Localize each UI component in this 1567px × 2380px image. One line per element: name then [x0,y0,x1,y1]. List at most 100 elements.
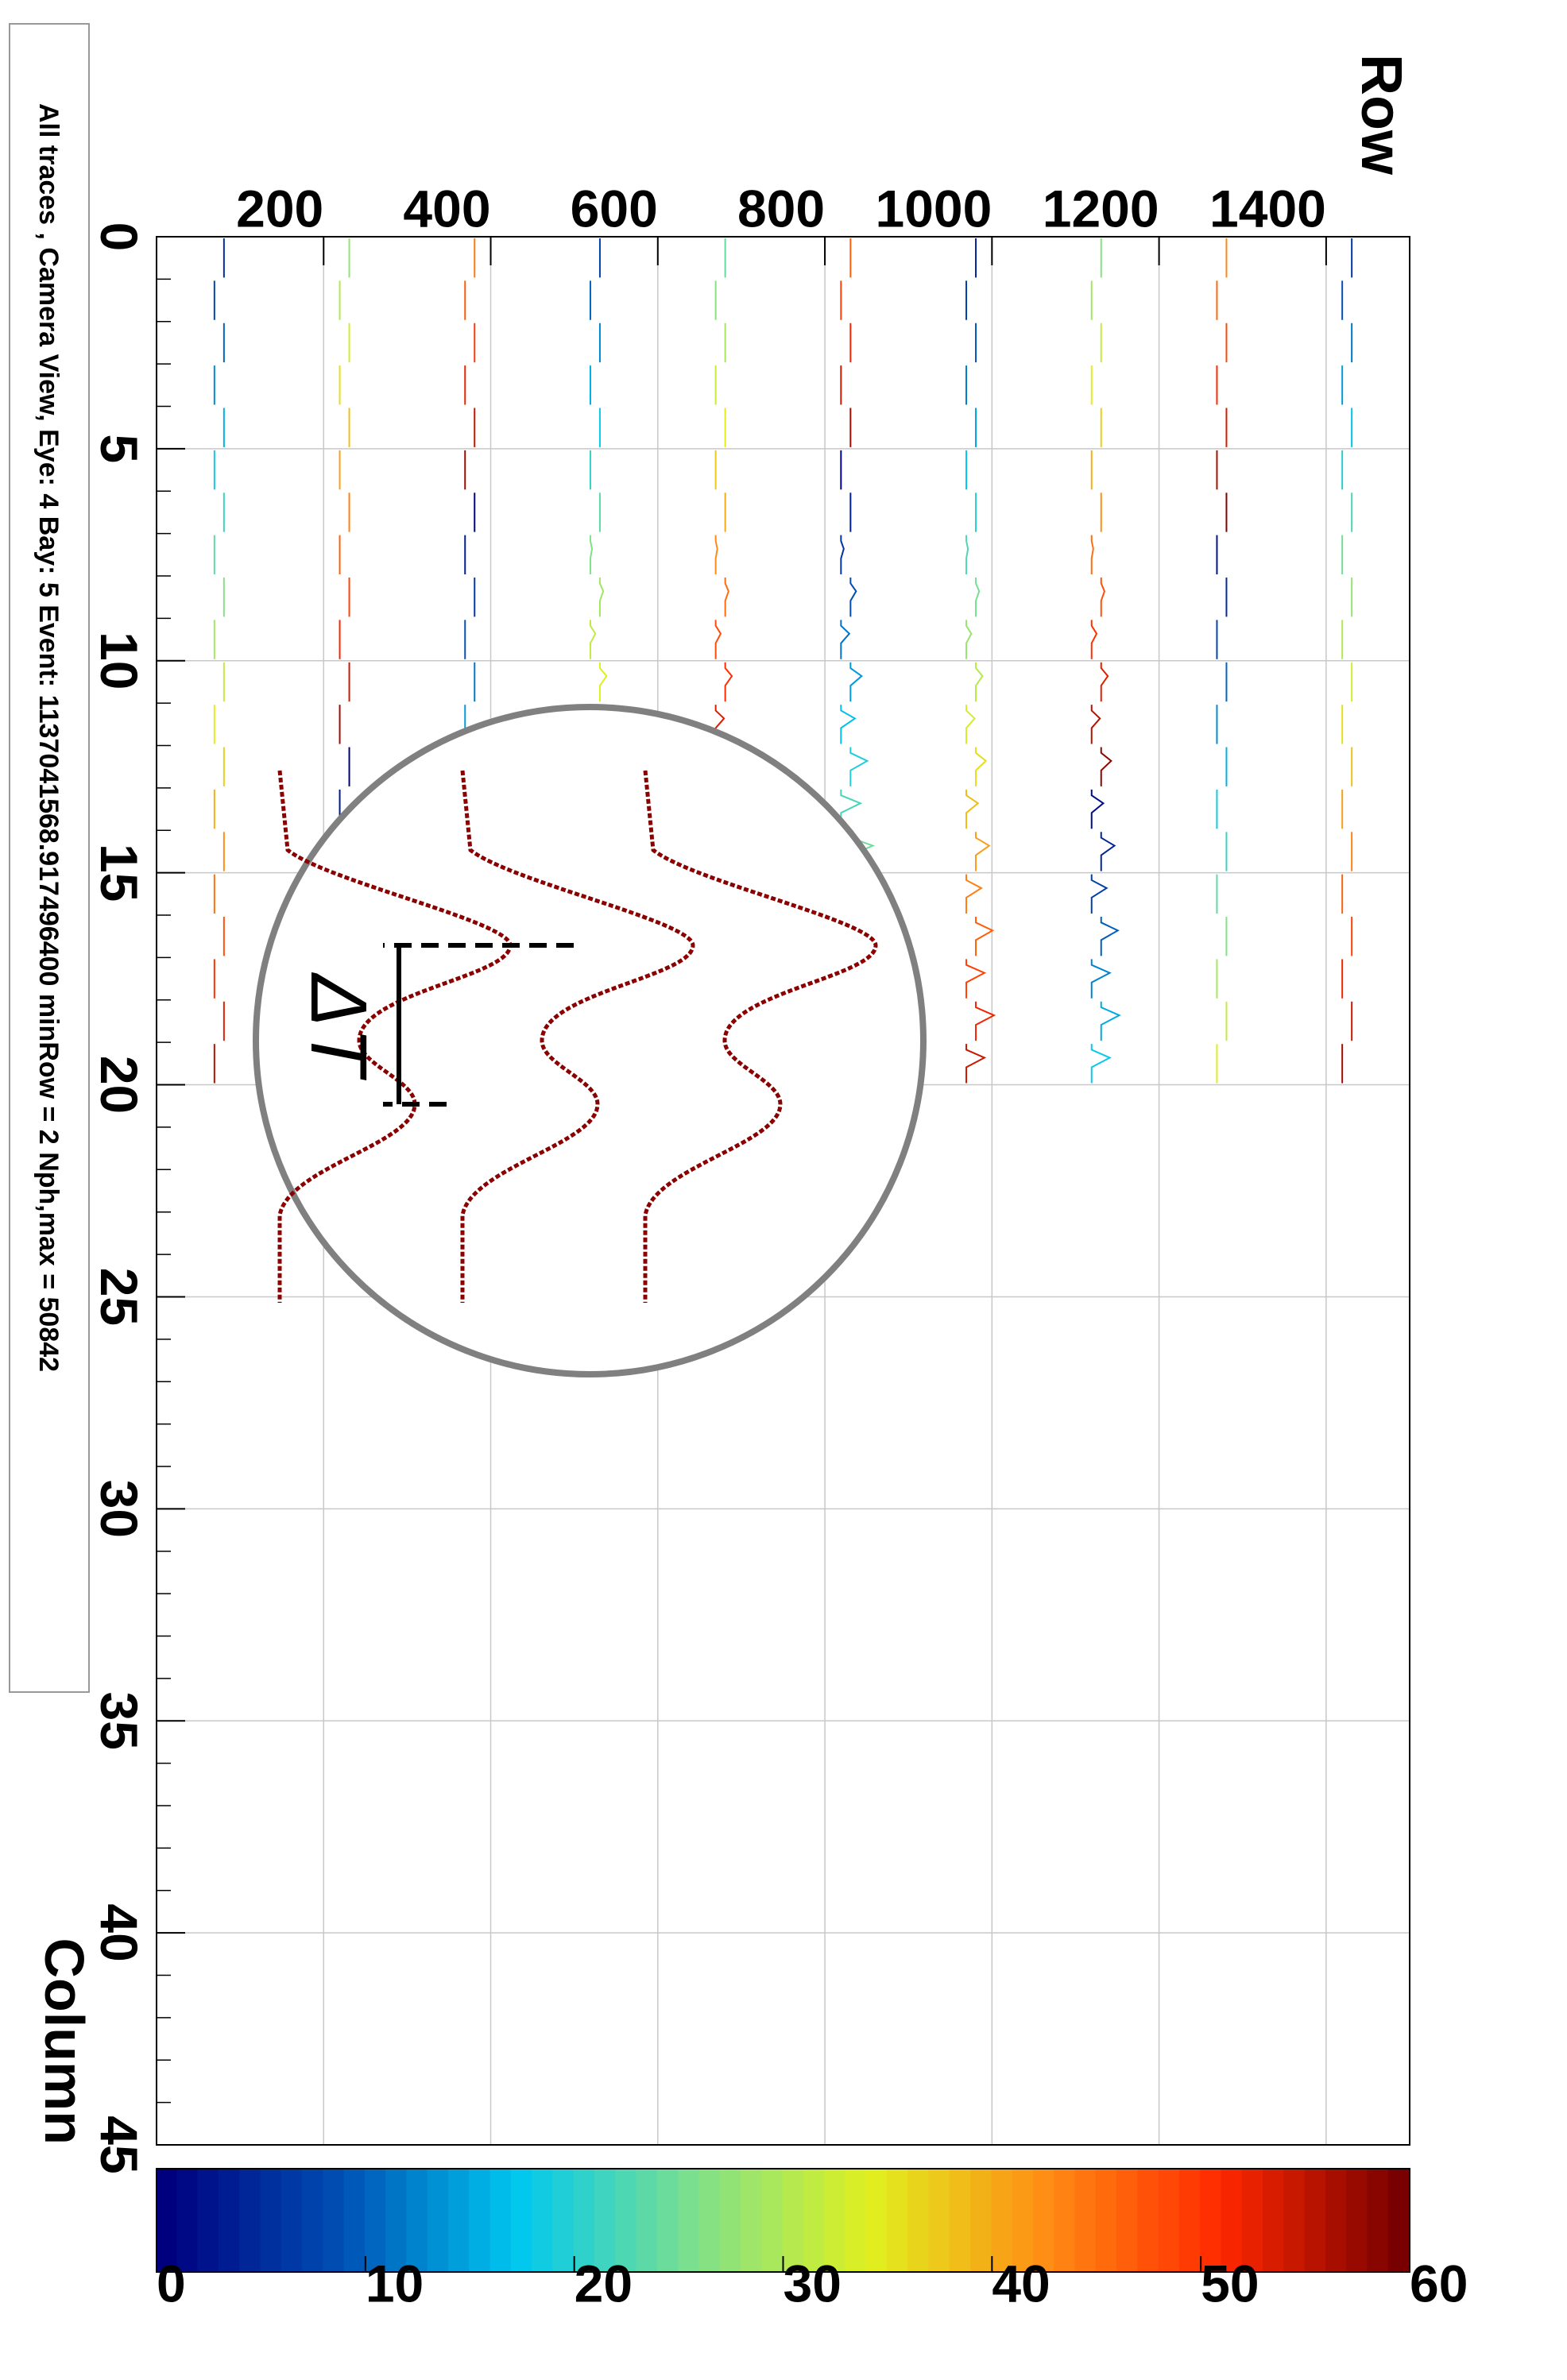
trace-line [975,662,984,702]
colorbar-segment [469,2169,491,2272]
inset-circle [253,704,927,1377]
colorbar-segment [489,2169,512,2272]
trace-line [1100,662,1109,702]
colorbar-segment [1074,2169,1097,2272]
colorbar-segment [656,2169,679,2272]
colorbar-segment [594,2169,617,2272]
colorbar-segment [928,2169,950,2272]
colorbar-segment [782,2169,804,2272]
colorbar-segment [1241,2169,1264,2272]
trace-line [1100,917,1120,956]
trace-line [724,662,733,702]
colorbar-tick-label: 0 [157,2254,186,2312]
trace-line [849,578,857,617]
colorbar-segment [281,2169,303,2272]
trace-line [849,747,869,786]
colorbar-segment [573,2169,595,2272]
x-tick-label: 5 [90,435,149,464]
title-frame [9,23,90,1693]
colorbar-segment [970,2169,992,2272]
trace-line [1090,620,1098,659]
y-tick-label: 1000 [876,179,992,238]
y-tick-label: 800 [737,179,825,238]
colorbar-segment [1346,2169,1368,2272]
trace-line [965,789,980,829]
colorbar-segment [1304,2169,1326,2272]
colorbar-segment [239,2169,261,2272]
trace-line [840,705,857,744]
trace-line [714,535,718,575]
colorbar-segment [803,2169,826,2272]
trace-line [1090,705,1101,744]
colorbar-segment [1116,2169,1139,2272]
trace-line [965,535,969,575]
colorbar-segment [385,2169,408,2272]
trace-line [840,620,851,659]
trace-line [1100,1001,1121,1041]
trace-line [849,662,863,702]
colorbar-segment [406,2169,428,2272]
trace-line [965,1044,987,1084]
trace-line [589,620,597,659]
trace-line [1090,1044,1112,1084]
colorbar-segment [824,2169,846,2272]
y-tick-label: 1200 [1043,179,1159,238]
colorbar-segment [1012,2169,1034,2272]
colorbar-segment [698,2169,721,2272]
colorbar-segment [1095,2169,1118,2272]
colorbar-segment [1137,2169,1159,2272]
colorbar-segment [364,2169,387,2272]
trace-line [965,874,983,914]
title-box: All traces , Camera View, Eye: 4 Bay: 5 … [9,23,90,1693]
colorbar-segment [1032,2169,1055,2272]
colorbar-segment [886,2169,909,2272]
colorbar-segment [615,2169,637,2272]
trace-line [975,1001,996,1041]
x-tick-label: 0 [90,222,149,252]
inset-zoom [253,704,927,1377]
colorbar-segment [1325,2169,1348,2272]
colorbar-tick-label: 10 [366,2254,424,2312]
x-tick-label: 45 [90,2115,149,2173]
colorbar-segment [532,2169,554,2272]
trace-line [1090,535,1094,575]
trace-line [1100,832,1116,871]
colorbar-segment [845,2169,867,2272]
trace-line [975,747,988,786]
colorbar-segment [636,2169,658,2272]
trace-line [1090,959,1112,999]
y-tick-label: 1400 [1209,179,1326,238]
colorbar-segment [1054,2169,1076,2272]
chart-title: All traces , Camera View, Eye: 4 Bay: 5 … [33,103,64,1372]
trace-line [965,959,987,999]
trace-line [1100,578,1106,617]
colorbar-segment [949,2169,972,2272]
colorbar-segment [865,2169,888,2272]
colorbar-segment [1387,2169,1410,2272]
colorbar-segment [719,2169,741,2272]
colorbar-segment [447,2169,470,2272]
colorbar-segment [155,2169,178,2272]
colorbar-segment [301,2169,324,2272]
y-axis-label: Row [1349,54,1413,176]
colorbar-segment [197,2169,219,2272]
y-tick-label: 600 [571,179,658,238]
delta-t-label: ΔT [294,972,383,1080]
x-tick-label: 15 [90,844,149,902]
colorbar-tick-label: 40 [992,2254,1050,2312]
trace-line [840,535,845,575]
colorbar-segment [176,2169,199,2272]
trace-line [965,620,973,659]
colorbar-segment [1263,2169,1285,2272]
trace-line [714,620,722,659]
x-tick-label: 10 [90,632,149,690]
trace-line [1090,874,1109,914]
colorbar-segment [907,2169,930,2272]
trace-line [589,535,594,575]
colorbar-tick-label: 30 [784,2254,842,2312]
colorbar-segment [1178,2169,1201,2272]
trace-line [1100,747,1112,786]
